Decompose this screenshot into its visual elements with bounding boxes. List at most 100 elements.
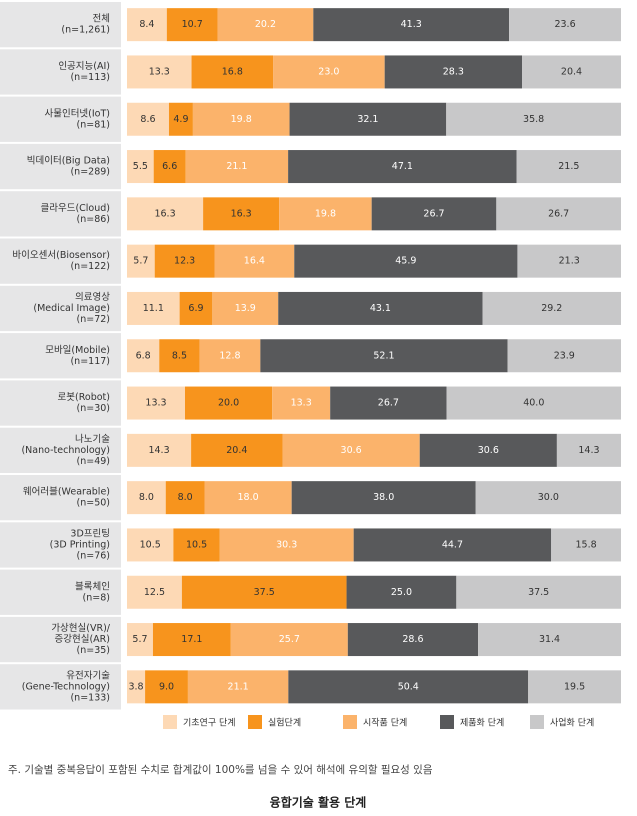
bar-segment: [127, 244, 155, 278]
category-label: 클라우드(Cloud): [40, 203, 110, 214]
value-label: 15.8: [576, 539, 597, 550]
bar-segment: [127, 339, 160, 373]
value-label: 10.5: [140, 539, 161, 550]
value-label: 10.5: [186, 539, 207, 550]
category-label: 3D프린팅: [70, 528, 110, 539]
label-cell: [0, 333, 121, 379]
label-cell: [0, 143, 121, 190]
label-cell: [0, 380, 121, 426]
value-label: 12.5: [144, 587, 165, 598]
bar-segment: [181, 575, 347, 609]
bar-segment: [127, 197, 204, 231]
bar-segment: [127, 528, 174, 562]
label-cell: [0, 285, 121, 332]
bar-segment: [528, 670, 621, 704]
category-label: 빅데이터(Big Data): [27, 156, 110, 167]
value-label: 23.6: [554, 19, 575, 30]
label-cell: [0, 238, 121, 284]
value-label: 20.0: [218, 398, 239, 409]
bar-segment: [551, 528, 621, 562]
bar-segment: [273, 55, 385, 89]
value-label: 16.8: [222, 66, 243, 77]
bar-segment: [127, 481, 166, 515]
bar-segment: [346, 575, 457, 609]
label-cell: [0, 49, 121, 95]
bar-segment: [282, 433, 420, 467]
value-label: 19.8: [231, 114, 252, 125]
bar-segment: [419, 433, 557, 467]
value-label: 28.6: [402, 634, 423, 645]
bar-segment: [166, 8, 218, 42]
value-label: 21.1: [226, 161, 247, 172]
value-label: 37.5: [254, 587, 275, 598]
value-label: 31.4: [539, 634, 560, 645]
bar-segment: [217, 8, 314, 42]
bar-segment: [478, 623, 621, 657]
bar-segment: [482, 291, 621, 325]
category-label: 모바일(Mobile): [45, 345, 110, 356]
bar-segment: [127, 433, 192, 467]
value-label: 12.3: [174, 256, 195, 267]
bar-segment: [507, 339, 621, 373]
bar-segment: [153, 150, 186, 184]
bar-segment: [291, 481, 476, 515]
bar-segment: [509, 8, 621, 42]
value-label: 21.3: [559, 256, 580, 267]
value-label: 10.7: [182, 19, 203, 30]
legend-swatch: [530, 715, 544, 729]
value-label: 14.3: [578, 445, 599, 456]
value-label: 41.3: [401, 19, 422, 30]
value-label: 26.7: [548, 208, 569, 219]
bar-segment: [278, 291, 483, 325]
category-label: (n=113): [70, 72, 110, 83]
bar-segment: [446, 386, 621, 420]
bar-segment: [353, 528, 552, 562]
category-label: (n=81): [77, 119, 110, 130]
category-label: (n=289): [70, 167, 110, 178]
bar-segment: [127, 291, 180, 325]
category-label: (n=122): [70, 261, 110, 272]
value-label: 21.1: [228, 681, 249, 692]
value-label: 43.1: [370, 303, 391, 314]
bar-segment: [173, 528, 220, 562]
bar-segment: [127, 150, 154, 184]
bar-segment: [191, 433, 283, 467]
label-cell: [0, 616, 121, 663]
bar-segment: [165, 481, 205, 515]
bar-segment: [456, 575, 621, 609]
value-label: 8.0: [178, 492, 193, 503]
category-label: (n=35): [77, 645, 110, 656]
value-label: 25.7: [279, 634, 300, 645]
bar-segment: [260, 339, 508, 373]
label-cell: [0, 664, 121, 710]
value-label: 23.9: [554, 350, 575, 361]
category-label: 인공지능(AI): [58, 61, 110, 72]
category-label: (n=72): [77, 314, 110, 325]
value-label: 45.9: [395, 256, 416, 267]
bar-segment: [446, 102, 621, 136]
value-label: 20.4: [226, 445, 247, 456]
category-label: 블록체인: [75, 581, 110, 592]
value-label: 30.0: [538, 492, 559, 503]
label-cell: [0, 427, 121, 473]
category-label: (n=117): [70, 356, 110, 367]
category-label: 로봇(Robot): [58, 392, 110, 403]
bar-segment: [522, 55, 621, 89]
bar-segment: [127, 8, 167, 42]
value-label: 6.9: [188, 303, 203, 314]
value-label: 8.0: [139, 492, 154, 503]
legend-swatch: [440, 715, 454, 729]
category-label: (n=30): [77, 403, 110, 414]
value-label: 8.5: [172, 350, 187, 361]
legend-label: 제품화 단계: [460, 717, 504, 729]
bar-segment: [288, 670, 529, 704]
bar-segment: [214, 244, 295, 278]
bar-segment: [516, 150, 621, 184]
bar-segment: [330, 386, 447, 420]
bar-segment: [371, 197, 497, 231]
category-label: (n=1,261): [61, 25, 110, 36]
value-label: 26.7: [378, 398, 399, 409]
value-label: 8.4: [139, 19, 154, 30]
value-label: 13.3: [145, 398, 166, 409]
value-label: 38.0: [373, 492, 394, 503]
